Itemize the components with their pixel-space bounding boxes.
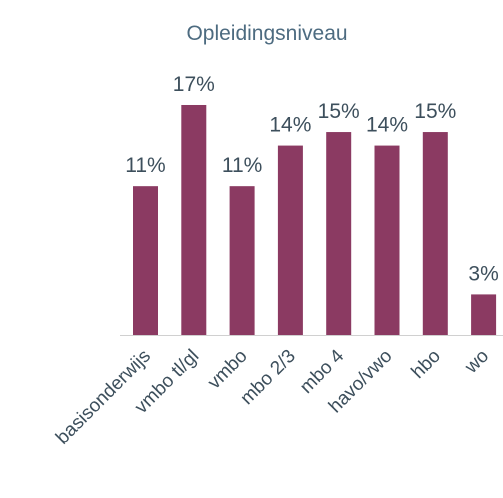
value-label: 17%	[173, 73, 215, 96]
x-tick-label: hbo	[408, 346, 445, 383]
bar	[422, 132, 448, 335]
bar	[326, 132, 352, 335]
bar	[181, 104, 207, 336]
value-label: 14%	[269, 114, 311, 137]
value-label: 15%	[318, 100, 360, 123]
bar	[471, 294, 497, 335]
bar	[277, 145, 303, 335]
bar	[374, 145, 400, 335]
chart-title: Opleidingsniveau	[186, 22, 347, 45]
bar	[133, 186, 158, 335]
value-label: 11%	[222, 154, 262, 177]
value-label: 15%	[414, 100, 456, 123]
value-label: 14%	[366, 114, 408, 137]
value-label: 3%	[468, 262, 498, 285]
value-label: 11%	[125, 154, 165, 177]
x-tick-label: wo	[460, 346, 493, 379]
bar	[229, 186, 255, 335]
